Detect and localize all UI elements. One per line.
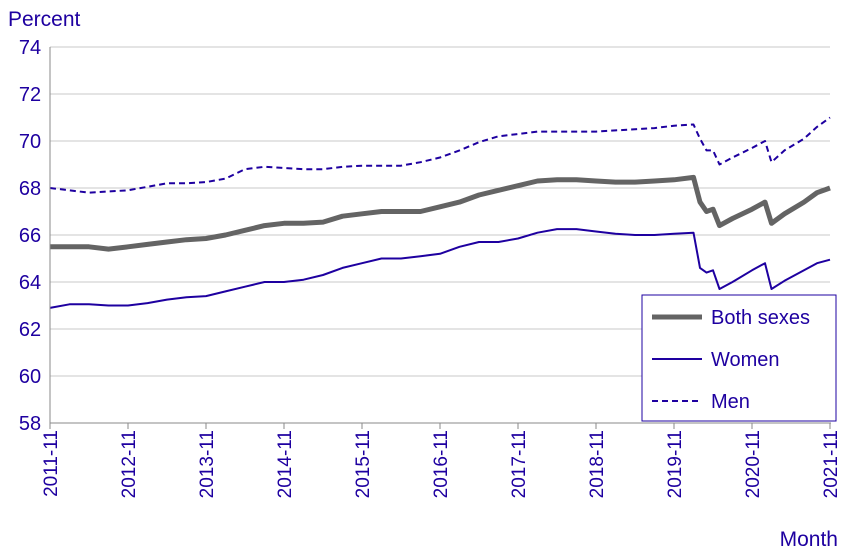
y-axis-title: Percent [8,8,81,31]
x-tick-label: 2015-11 [353,430,374,498]
x-tick-label: 2021-11 [821,430,842,498]
x-tick-labels: 2011-11 2012-11 2013-11 2014-11 2015-11 2016-… [41,423,842,498]
legend: Both sexes Women Men [641,294,837,422]
y-tick-labels: 58 60 62 64 66 68 70 72 74 [19,37,41,435]
series-line-both-sexes [50,174,831,252]
y-tick-label: 66 [19,225,41,247]
x-tick-label: 2018-11 [587,430,608,498]
series-line-women [49,228,831,309]
legend-label: Both sexes [711,307,810,329]
y-tick-label: 58 [19,413,41,435]
y-tick-label: 68 [19,178,41,200]
x-tick-label: 2014-11 [275,430,296,498]
gridlines [50,46,830,377]
y-tick-label: 60 [19,366,41,388]
x-tick-label: 2019-11 [665,430,686,498]
legend-label: Women [711,349,780,371]
x-tick-label: 2011-11 [41,430,62,497]
y-tick-label: 74 [19,37,41,59]
x-tick-label: 2020-11 [743,430,764,498]
series-lines [49,116,831,309]
y-tick-label: 62 [19,319,41,341]
y-tick-label: 64 [19,272,41,294]
x-axis-title: Month [780,528,838,551]
x-tick-label: 2016-11 [431,430,452,498]
series-line-men [49,116,831,194]
x-tick-label: 2013-11 [197,430,218,498]
y-tick-label: 72 [19,84,41,106]
legend-label: Men [711,391,750,413]
x-tick-label: 2012-11 [119,430,140,498]
y-tick-label: 70 [19,131,41,153]
x-tick-label: 2017-11 [509,430,530,498]
